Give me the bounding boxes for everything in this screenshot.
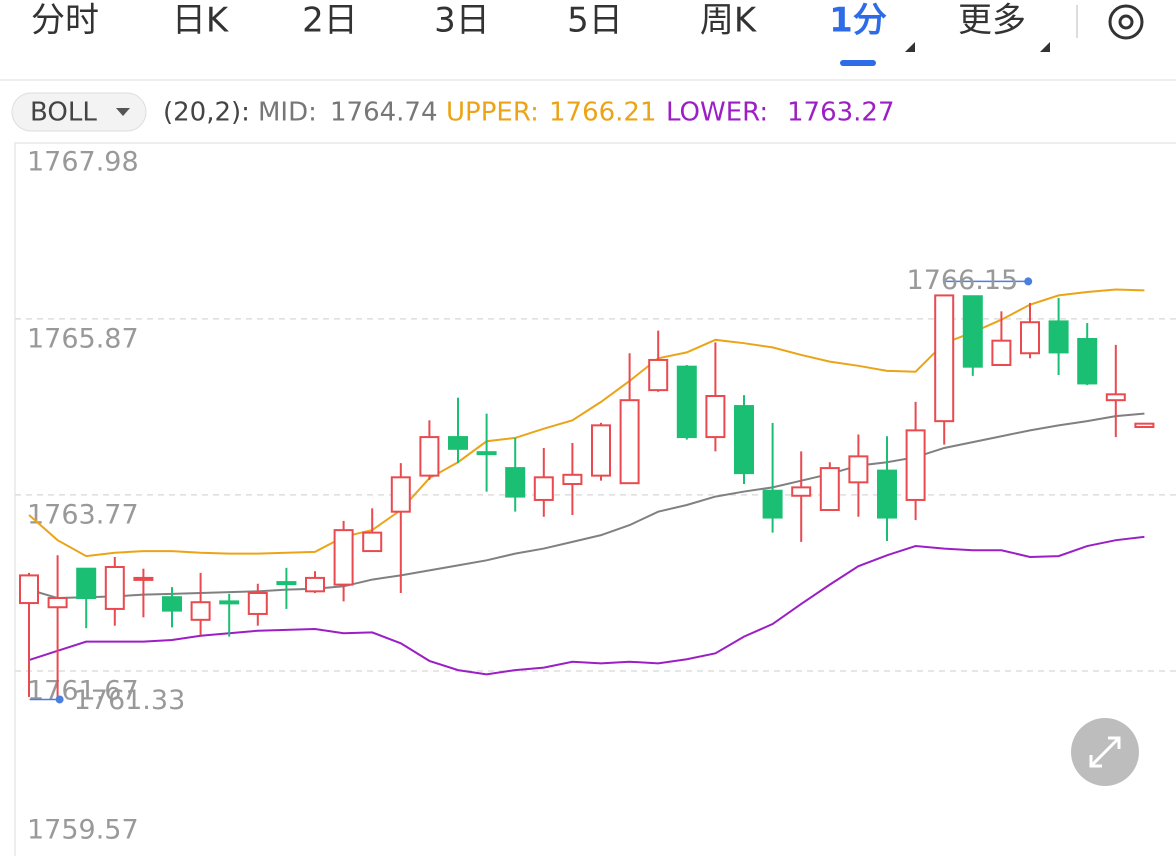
candle-body <box>1048 320 1069 354</box>
chart-frame <box>14 142 1176 856</box>
y-tick-label: 1767.98 <box>27 147 139 178</box>
candle-body <box>162 596 182 612</box>
candle-body <box>476 451 497 456</box>
candle-body <box>762 489 783 519</box>
band-line <box>28 535 1145 676</box>
candle-body <box>791 486 812 497</box>
candle-body <box>1134 422 1155 429</box>
tab[interactable]: 2日 <box>302 1 358 41</box>
legend-value: 1766.21 <box>549 98 657 128</box>
candle-body <box>848 455 869 484</box>
candle-body <box>819 467 840 512</box>
settings-icon[interactable] <box>1108 4 1144 40</box>
tab[interactable]: 周K <box>700 1 758 41</box>
expand-icon <box>1089 736 1121 768</box>
candle-body <box>276 581 297 586</box>
legend-value: 1764.74 <box>330 98 438 128</box>
candle-body <box>19 574 39 605</box>
candle-body <box>619 399 640 485</box>
candle-body <box>905 429 926 501</box>
active-underline <box>840 60 876 66</box>
candle-body <box>76 567 97 600</box>
gear-outer <box>1108 4 1144 40</box>
candle-body <box>533 476 554 501</box>
candle-body <box>705 395 726 439</box>
y-tick-label: 1765.87 <box>27 323 139 354</box>
candle-body <box>104 566 125 610</box>
candle-body <box>47 597 68 609</box>
y-tick-label: 1763.77 <box>27 499 139 530</box>
legend-label: UPPER: <box>446 98 539 128</box>
max-marker-dot <box>1024 277 1033 286</box>
indicator-params: (20,2): <box>163 98 250 128</box>
candle-body <box>648 358 669 392</box>
min-marker-dot <box>55 695 64 704</box>
gear-inner <box>1118 14 1134 30</box>
tab[interactable]: 更多 <box>958 1 1026 41</box>
tab[interactable]: 3日 <box>434 1 490 41</box>
candle-body <box>1020 321 1040 355</box>
legend-label: MID: <box>258 98 317 128</box>
candle-body <box>734 405 754 475</box>
legend-value: 1763.27 <box>787 98 895 128</box>
y-tick-label: 1761.67 <box>27 675 139 706</box>
y-tick-label: 1759.57 <box>27 815 139 846</box>
candle-body <box>877 469 897 519</box>
candle-body <box>219 600 240 605</box>
max-label: 1766.15 <box>907 265 1019 296</box>
band-line <box>28 288 1145 558</box>
candle-body <box>505 467 526 498</box>
candle-body <box>591 424 611 477</box>
candle-body <box>1105 393 1126 402</box>
candle-body <box>390 476 411 513</box>
candle-body <box>362 531 383 553</box>
candle-body <box>133 576 154 581</box>
band-line <box>28 412 1145 600</box>
tab[interactable]: 1分 <box>829 1 887 41</box>
tab[interactable]: 日K <box>172 1 230 41</box>
candle-body <box>247 591 268 615</box>
candle-body <box>991 339 1012 366</box>
indicator-button[interactable] <box>11 92 147 132</box>
candle-body <box>419 436 440 477</box>
dropdown-arrow <box>116 108 130 116</box>
min-label: 1761.33 <box>74 685 186 716</box>
candle-body <box>676 365 697 439</box>
candle-body <box>190 601 211 621</box>
candle-body <box>305 576 325 593</box>
candle-body <box>1077 337 1098 385</box>
candle-body <box>962 295 983 368</box>
indicator-name: BOLL <box>30 98 97 128</box>
tab[interactable]: 分时 <box>31 1 99 41</box>
candle-body <box>333 529 354 586</box>
candle-body <box>448 436 468 450</box>
candle-body <box>562 473 583 486</box>
tab-arrow <box>1040 42 1050 52</box>
legend-label: LOWER: <box>666 98 768 128</box>
tab-arrow <box>905 42 915 52</box>
tab[interactable]: 5日 <box>567 1 623 41</box>
candle-body <box>934 294 955 423</box>
